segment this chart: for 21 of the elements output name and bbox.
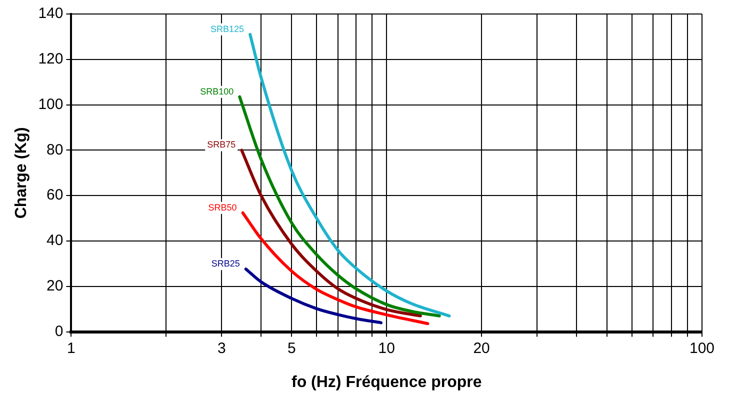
y-tick-label: 120 <box>38 50 64 68</box>
y-tick-label: 80 <box>46 141 64 158</box>
x-tick-label: 5 <box>288 340 296 357</box>
x-tick-label: 1 <box>67 340 76 357</box>
y-tick-label: 0 <box>54 322 64 340</box>
series-label: SRB25 <box>211 258 240 269</box>
y-axis-title: Charge (Kg) <box>13 127 30 219</box>
y-tick-label: 100 <box>38 96 64 113</box>
y-tick-label: 20 <box>46 278 64 295</box>
x-axis-title: fo (Hz) Fréquence propre <box>291 374 482 391</box>
x-tick-label: 10 <box>378 340 395 357</box>
series-label: SRB125 <box>210 24 244 34</box>
series-label: SRB100 <box>200 86 234 96</box>
x-tick-label: 100 <box>689 340 715 357</box>
x-tick-label: 20 <box>473 340 490 357</box>
y-tick-label: 40 <box>46 232 64 250</box>
y-tick-label: 60 <box>46 186 64 204</box>
series-label: SRB75 <box>207 140 236 150</box>
y-tick-label: 140 <box>38 5 64 22</box>
series-label: SRB50 <box>208 202 237 212</box>
x-tick-label: 3 <box>218 340 226 357</box>
